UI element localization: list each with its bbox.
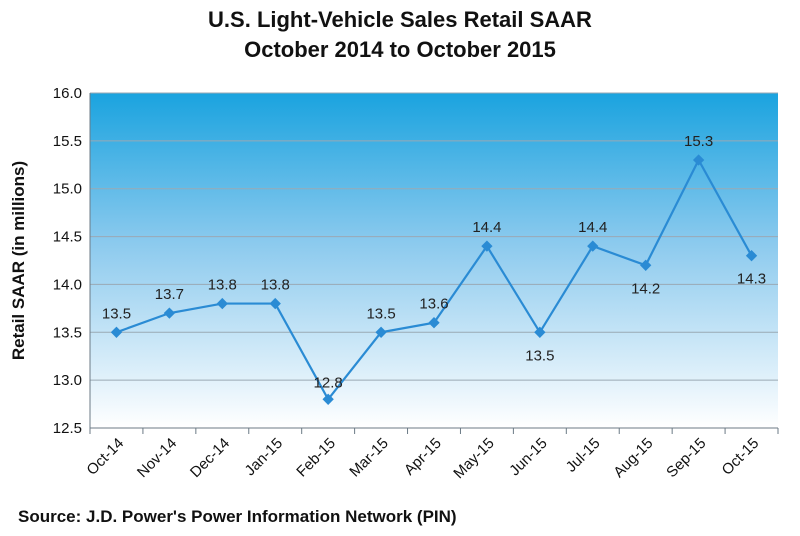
data-label: 13.7 xyxy=(155,286,184,303)
data-point xyxy=(322,393,334,405)
data-point xyxy=(692,154,705,166)
x-tick-label: Jun-15 xyxy=(506,435,550,479)
y-tick-label: 14.5 xyxy=(53,229,82,246)
data-label: 13.5 xyxy=(102,305,131,322)
y-tick-label: 13.5 xyxy=(53,324,82,341)
x-tick-label: Nov-14 xyxy=(134,435,180,481)
data-label: 13.6 xyxy=(419,296,448,313)
data-point xyxy=(375,326,387,338)
data-point xyxy=(534,326,546,338)
data-point xyxy=(587,240,599,252)
data-label: 13.8 xyxy=(261,277,290,294)
x-tick-label: Oct-14 xyxy=(83,435,127,479)
data-label: 12.8 xyxy=(314,374,343,391)
x-tick-label: Jul-15 xyxy=(563,435,604,476)
x-tick-label: Jan-15 xyxy=(242,435,286,479)
x-tick-label: Sep-15 xyxy=(663,435,709,481)
y-axis-label: Retail SAAR (in millions) xyxy=(9,161,28,360)
x-tick-label: Apr-15 xyxy=(401,435,445,479)
y-tick-label: 14.0 xyxy=(53,276,82,293)
data-label: 14.3 xyxy=(737,271,766,288)
data-label: 13.8 xyxy=(208,277,237,294)
data-point xyxy=(428,317,440,329)
plot-area xyxy=(90,93,778,428)
x-tick-label: Feb-15 xyxy=(293,435,339,481)
y-tick-label: 16.0 xyxy=(53,85,82,102)
data-point xyxy=(481,240,493,252)
data-point xyxy=(216,297,228,310)
source-note: Source: J.D. Power's Power Information N… xyxy=(18,507,457,526)
x-tick-label: Dec-14 xyxy=(187,435,233,481)
y-tick-label: 13.0 xyxy=(53,372,82,389)
x-tick-label: May-15 xyxy=(450,435,497,482)
y-tick-label: 15.0 xyxy=(53,181,82,198)
data-label: 14.4 xyxy=(472,219,501,236)
x-tick-label: Aug-15 xyxy=(610,435,656,481)
data-point xyxy=(640,259,652,271)
x-tick-label: Mar-15 xyxy=(346,435,392,481)
y-tick-label: 15.5 xyxy=(53,133,82,150)
data-point xyxy=(745,250,758,262)
data-point xyxy=(163,307,176,319)
data-label: 13.5 xyxy=(366,305,395,322)
chart-title: U.S. Light-Vehicle Sales Retail SAAR xyxy=(208,7,592,32)
data-point xyxy=(269,297,281,310)
x-tick-label: Oct-15 xyxy=(719,435,763,479)
data-label: 14.4 xyxy=(578,219,607,236)
data-label: 13.5 xyxy=(525,347,554,364)
data-label: 15.3 xyxy=(684,133,713,150)
y-tick-label: 12.5 xyxy=(53,420,82,437)
data-label: 14.2 xyxy=(631,280,660,297)
chart-subtitle: October 2014 to October 2015 xyxy=(244,37,556,62)
